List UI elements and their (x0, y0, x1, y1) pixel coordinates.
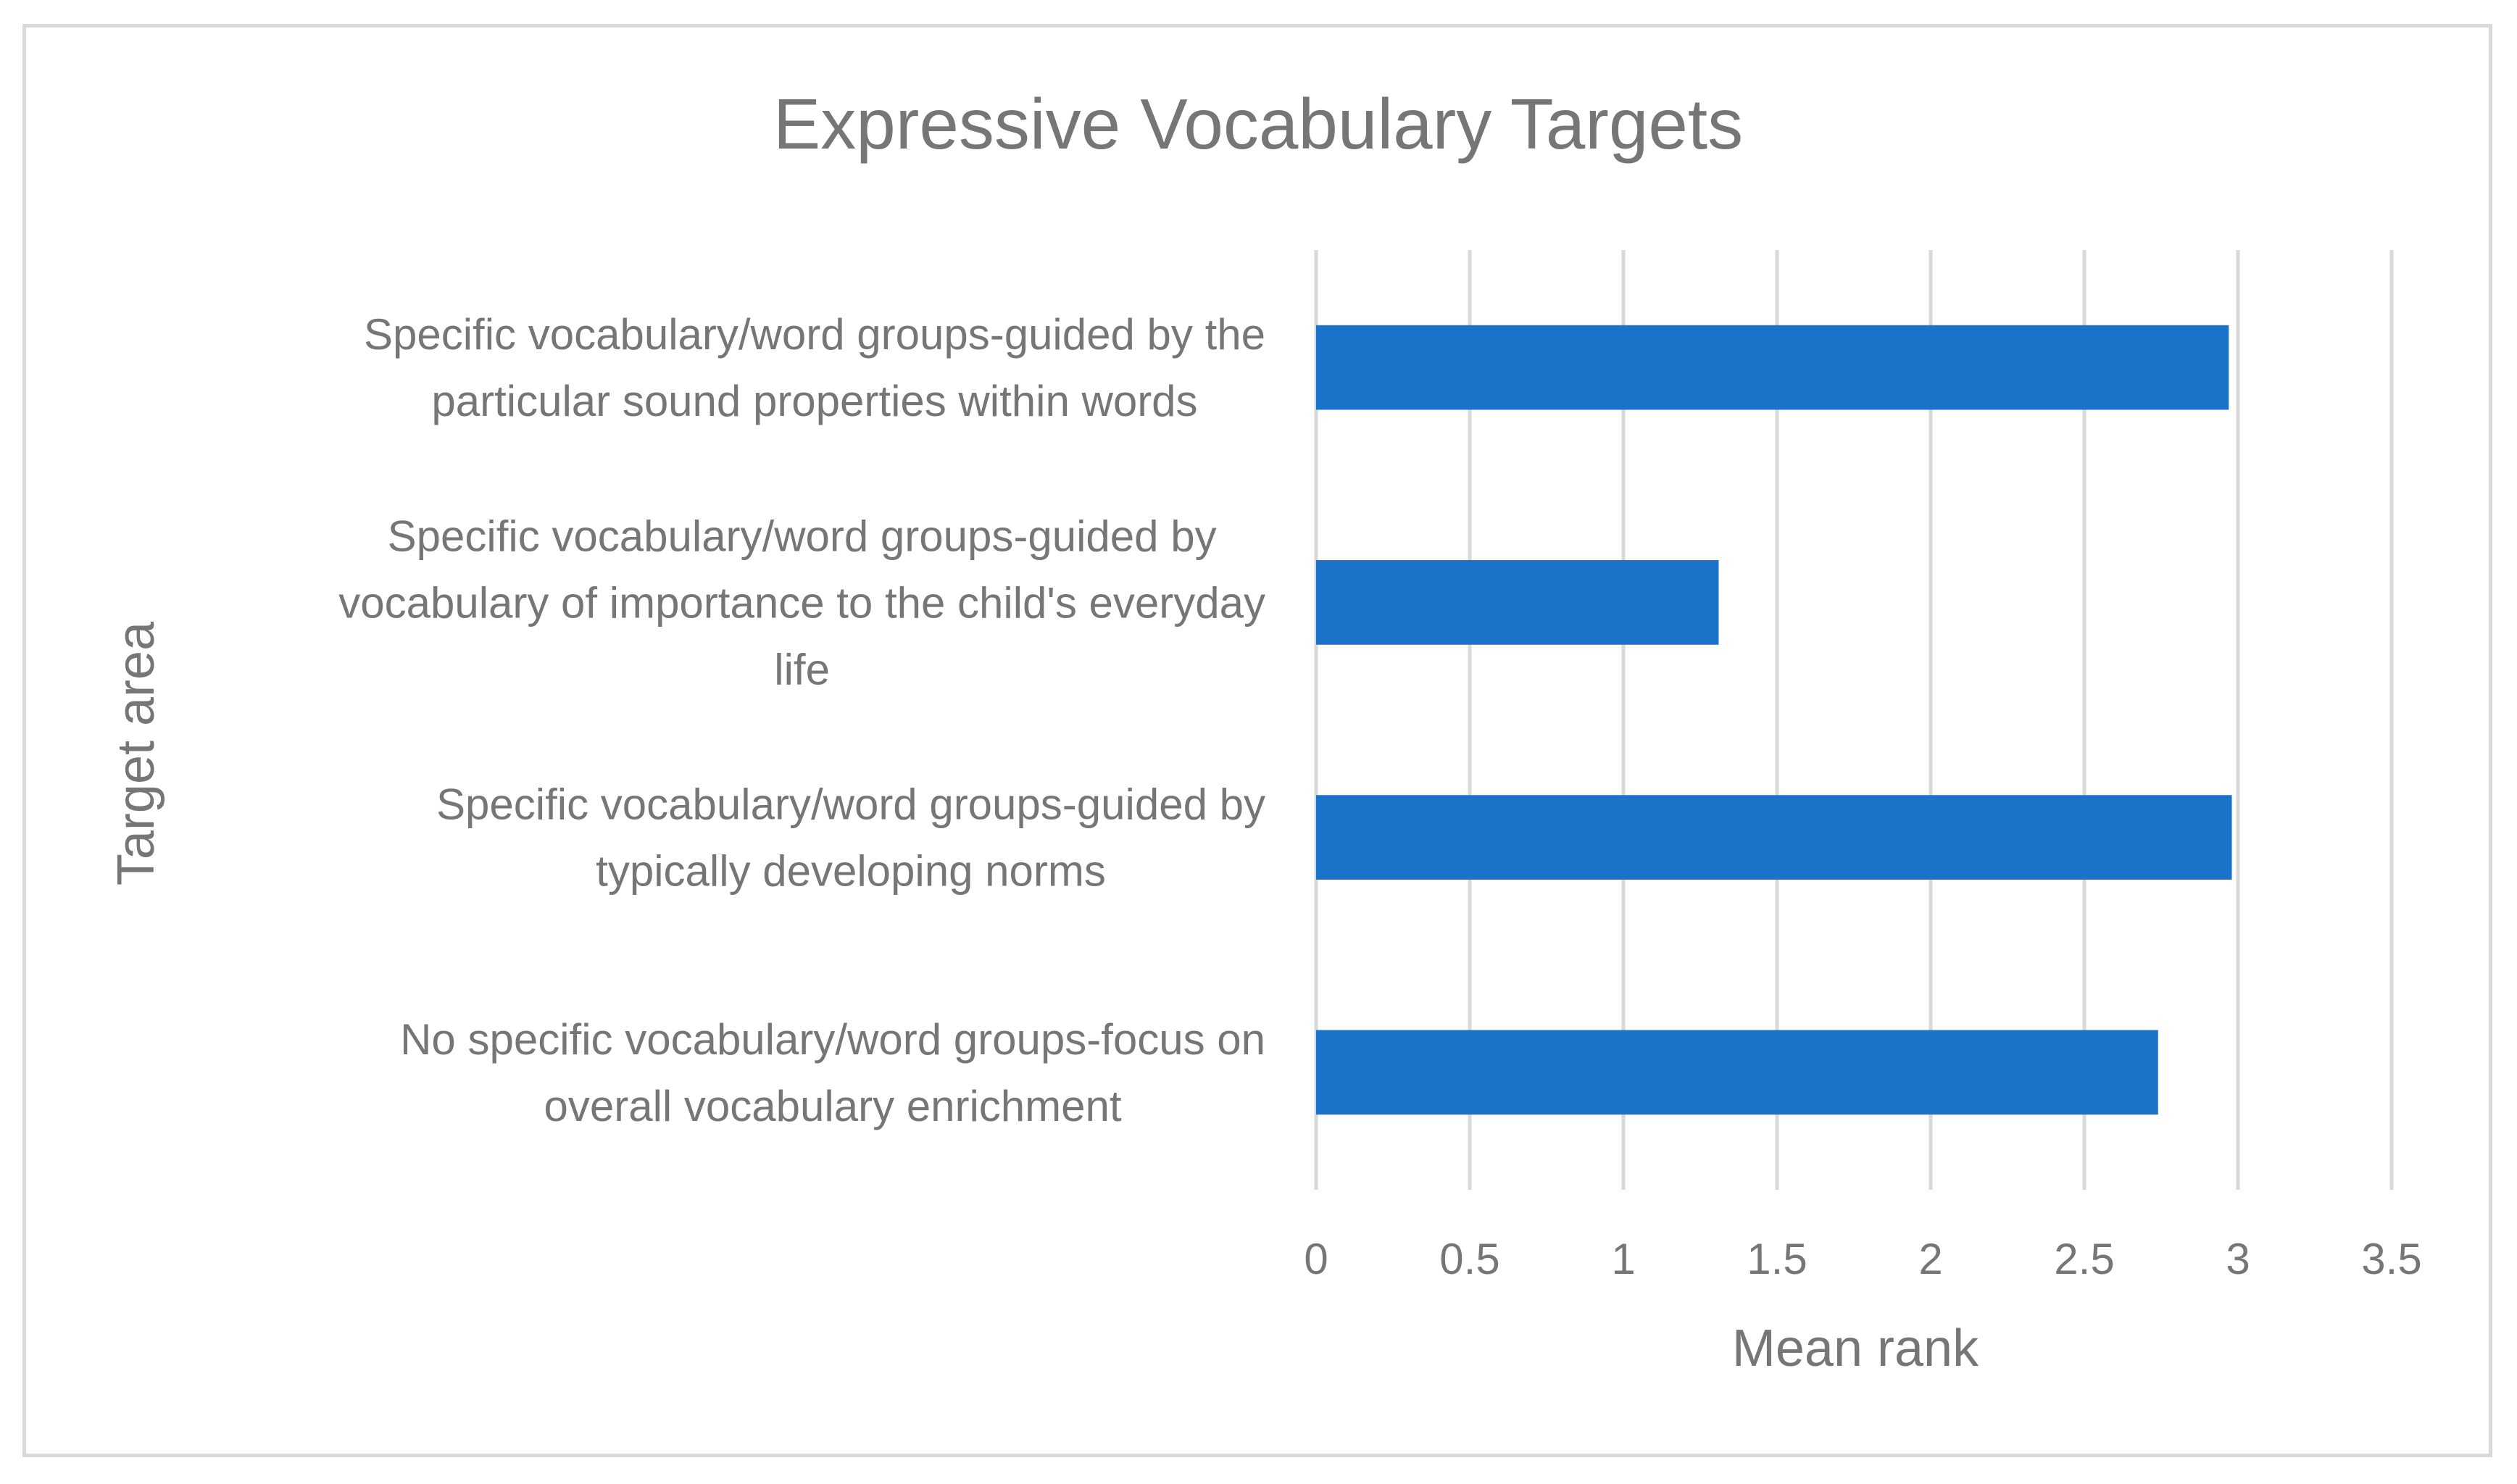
bar-3 (1316, 1030, 2158, 1115)
x-tick-label: 0.5 (1439, 1235, 1499, 1283)
category-label-line: overall vocabulary enrichment (544, 1082, 1122, 1130)
x-tick-label: 2 (1918, 1235, 1942, 1283)
chart-title: Expressive Vocabulary Targets (773, 84, 1743, 164)
category-labels: Specific vocabulary/word groups-guided b… (338, 310, 1265, 1130)
x-axis-title: Mean rank (1732, 1320, 1979, 1377)
category-label-1: Specific vocabulary/word groups-guided b… (338, 512, 1265, 693)
category-label-3: No specific vocabulary/word groups-focus… (400, 1015, 1265, 1130)
x-tick-label: 1.5 (1747, 1235, 1807, 1283)
category-label-line: No specific vocabulary/word groups-focus… (400, 1015, 1265, 1064)
bars (1316, 325, 2232, 1115)
category-label-line: particular sound properties within words (431, 377, 1197, 425)
x-tick-label: 3 (2226, 1235, 2250, 1283)
category-label-line: vocabulary of importance to the child's … (338, 578, 1265, 627)
x-tick-label: 2.5 (2054, 1235, 2114, 1283)
category-label-line: life (774, 645, 830, 693)
chart-frame (22, 24, 2492, 1457)
x-tick-labels: 0 0.5 1 1.5 2 2.5 3 3.5 (1304, 1235, 2421, 1283)
category-label-line: Specific vocabulary/word groups-guided b… (388, 512, 1217, 560)
x-tick-label: 1 (1611, 1235, 1635, 1283)
bar-1 (1316, 560, 1719, 645)
category-label-line: Specific vocabulary/word groups-guided b… (436, 780, 1265, 829)
category-label-0: Specific vocabulary/word groups-guided b… (364, 310, 1265, 425)
category-label-2: Specific vocabulary/word groups-guided b… (436, 780, 1265, 896)
y-axis-title: Target area (107, 621, 165, 885)
category-label-line: Specific vocabulary/word groups-guided b… (364, 310, 1265, 359)
bar-0 (1316, 325, 2229, 410)
x-tick-label: 3.5 (2361, 1235, 2421, 1283)
bar-2 (1316, 795, 2232, 880)
category-label-line: typically developing norms (596, 847, 1106, 896)
x-tick-label: 0 (1304, 1235, 1328, 1283)
